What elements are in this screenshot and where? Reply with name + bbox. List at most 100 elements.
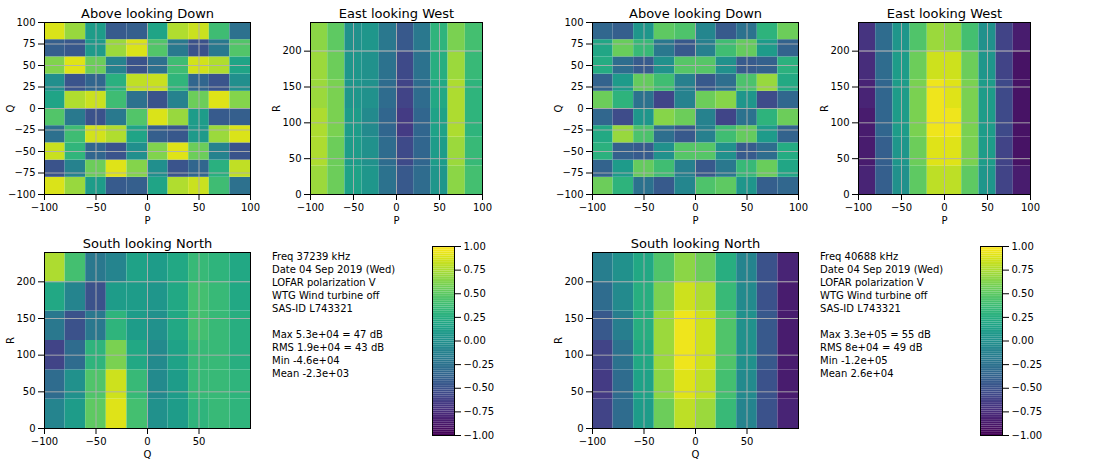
svg-text:−0.75: −0.75 <box>464 406 495 417</box>
svg-text:−50: −50 <box>891 202 912 213</box>
svg-text:−0.25: −0.25 <box>1012 359 1043 370</box>
svg-text:150: 150 <box>564 313 583 324</box>
svg-text:0.00: 0.00 <box>1012 335 1034 346</box>
svg-text:150: 150 <box>16 313 35 324</box>
svg-text:−50: −50 <box>343 202 364 213</box>
svg-text:100: 100 <box>789 202 808 213</box>
svg-text:Above looking Down: Above looking Down <box>81 6 214 21</box>
svg-text:100: 100 <box>16 17 35 28</box>
svg-text:50: 50 <box>193 202 206 213</box>
svg-text:50: 50 <box>741 436 754 447</box>
svg-text:−100: −100 <box>556 189 583 200</box>
svg-text:50: 50 <box>981 202 994 213</box>
svg-text:−50: −50 <box>85 202 106 213</box>
svg-text:50: 50 <box>571 386 584 397</box>
svg-text:0.00: 0.00 <box>464 335 486 346</box>
svg-text:100: 100 <box>1021 202 1040 213</box>
svg-text:1.00: 1.00 <box>1012 241 1034 252</box>
svg-text:0.75: 0.75 <box>464 264 486 275</box>
svg-text:25: 25 <box>23 81 36 92</box>
svg-text:Q: Q <box>692 449 700 460</box>
svg-text:−0.50: −0.50 <box>464 382 495 393</box>
svg-text:R: R <box>5 337 16 344</box>
svg-text:75: 75 <box>571 38 584 49</box>
svg-text:−0.50: −0.50 <box>1012 382 1043 393</box>
svg-text:100: 100 <box>564 17 583 28</box>
svg-text:75: 75 <box>23 38 36 49</box>
svg-text:0: 0 <box>29 103 35 114</box>
svg-text:0: 0 <box>577 423 583 434</box>
svg-text:−100: −100 <box>845 202 872 213</box>
svg-text:−50: −50 <box>14 146 35 157</box>
svg-text:0: 0 <box>29 423 35 434</box>
svg-text:−50: −50 <box>562 146 583 157</box>
svg-text:P: P <box>393 215 399 226</box>
svg-text:−100: −100 <box>8 189 35 200</box>
svg-text:−1.00: −1.00 <box>1012 430 1043 441</box>
svg-text:0: 0 <box>144 436 150 447</box>
svg-text:50: 50 <box>193 436 206 447</box>
svg-text:−50: −50 <box>85 436 106 447</box>
svg-text:0: 0 <box>393 202 399 213</box>
svg-text:Q: Q <box>5 104 16 112</box>
svg-text:East looking West: East looking West <box>339 6 454 21</box>
svg-text:P: P <box>692 215 698 226</box>
svg-text:−25: −25 <box>14 124 35 135</box>
svg-text:1.00: 1.00 <box>464 241 486 252</box>
svg-text:−25: −25 <box>562 124 583 135</box>
svg-text:−0.75: −0.75 <box>1012 406 1043 417</box>
svg-text:−100: −100 <box>31 202 58 213</box>
svg-text:100: 100 <box>16 349 35 360</box>
svg-text:0: 0 <box>843 189 849 200</box>
svg-text:200: 200 <box>282 45 301 56</box>
svg-text:100: 100 <box>830 117 849 128</box>
svg-text:0: 0 <box>941 202 947 213</box>
svg-text:200: 200 <box>830 45 849 56</box>
svg-text:P: P <box>941 215 947 226</box>
svg-text:50: 50 <box>571 60 584 71</box>
svg-text:0.75: 0.75 <box>1012 264 1034 275</box>
svg-text:South looking North: South looking North <box>631 236 761 251</box>
svg-text:R: R <box>271 105 282 112</box>
svg-text:50: 50 <box>433 202 446 213</box>
svg-text:−1.00: −1.00 <box>464 430 495 441</box>
svg-text:Q: Q <box>553 104 564 112</box>
svg-text:−100: −100 <box>31 436 58 447</box>
svg-text:0: 0 <box>692 202 698 213</box>
svg-text:0: 0 <box>295 189 301 200</box>
svg-text:0: 0 <box>692 436 698 447</box>
svg-text:100: 100 <box>241 202 260 213</box>
svg-text:200: 200 <box>564 276 583 287</box>
svg-text:0: 0 <box>144 202 150 213</box>
svg-text:Q: Q <box>144 449 152 460</box>
svg-text:100: 100 <box>564 349 583 360</box>
svg-text:P: P <box>144 215 150 226</box>
svg-text:−100: −100 <box>579 202 606 213</box>
svg-text:200: 200 <box>16 276 35 287</box>
svg-text:R: R <box>553 337 564 344</box>
svg-text:−100: −100 <box>579 436 606 447</box>
svg-text:−100: −100 <box>297 202 324 213</box>
svg-text:150: 150 <box>282 81 301 92</box>
svg-text:0.25: 0.25 <box>1012 312 1034 323</box>
svg-text:0.50: 0.50 <box>1012 288 1034 299</box>
svg-text:25: 25 <box>571 81 584 92</box>
svg-text:−75: −75 <box>562 167 583 178</box>
svg-text:0.50: 0.50 <box>464 288 486 299</box>
svg-text:50: 50 <box>837 153 850 164</box>
svg-text:50: 50 <box>289 153 302 164</box>
svg-text:100: 100 <box>282 117 301 128</box>
svg-text:−50: −50 <box>633 436 654 447</box>
svg-text:150: 150 <box>830 81 849 92</box>
svg-text:50: 50 <box>741 202 754 213</box>
svg-text:0.25: 0.25 <box>464 312 486 323</box>
svg-text:0: 0 <box>577 103 583 114</box>
svg-text:−0.25: −0.25 <box>464 359 495 370</box>
svg-text:South looking North: South looking North <box>83 236 213 251</box>
svg-text:Above looking Down: Above looking Down <box>629 6 762 21</box>
svg-text:−75: −75 <box>14 167 35 178</box>
svg-text:East looking West: East looking West <box>887 6 1002 21</box>
svg-text:R: R <box>819 105 830 112</box>
svg-text:100: 100 <box>473 202 492 213</box>
svg-text:50: 50 <box>23 60 36 71</box>
